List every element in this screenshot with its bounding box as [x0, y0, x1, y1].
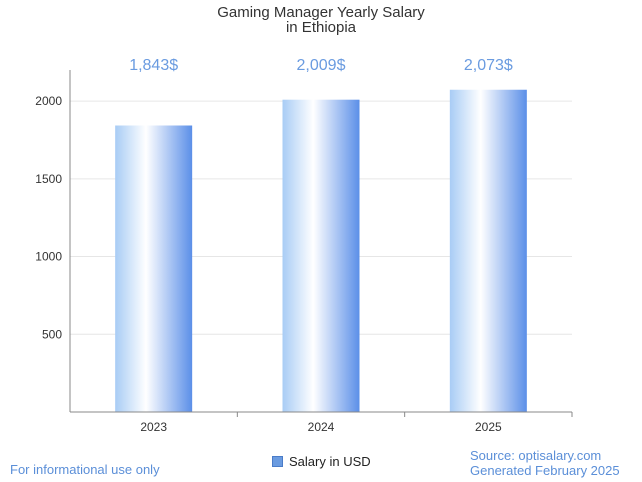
bar-2025[interactable]	[449, 89, 527, 412]
y-tick-label: 1500	[35, 172, 62, 186]
y-tick-label: 2000	[35, 94, 62, 108]
legend-swatch	[272, 456, 283, 467]
bars	[115, 89, 527, 412]
data-label-2025: 2,073$	[464, 57, 513, 74]
legend[interactable]: Salary in USD	[272, 454, 371, 469]
source-link[interactable]: Source: optisalary.com	[470, 448, 602, 463]
disclaimer-text: For informational use only	[10, 462, 160, 477]
bar-2023[interactable]	[115, 125, 193, 412]
y-tick-label: 500	[42, 327, 62, 341]
chart-subtitle: in Ethiopia	[285, 19, 357, 36]
data-label-2023: 1,843$	[129, 57, 178, 74]
x-tick-label-2024: 2024	[308, 420, 335, 434]
bar-2024[interactable]	[282, 99, 360, 412]
x-tick-label-2025: 2025	[475, 420, 502, 434]
chart-title: Gaming Manager Yearly Salary	[217, 4, 425, 21]
generated-date: Generated February 2025	[470, 463, 620, 478]
x-tick-label-2023: 2023	[140, 420, 167, 434]
axes	[69, 70, 573, 417]
legend-label: Salary in USD	[289, 454, 371, 469]
labels: 500 1000 1500 2000 1,843$ 2023 2,009$ 2024 2,073…	[35, 57, 513, 434]
y-tick-label: 1000	[35, 250, 62, 264]
data-label-2024: 2,009$	[297, 57, 346, 74]
